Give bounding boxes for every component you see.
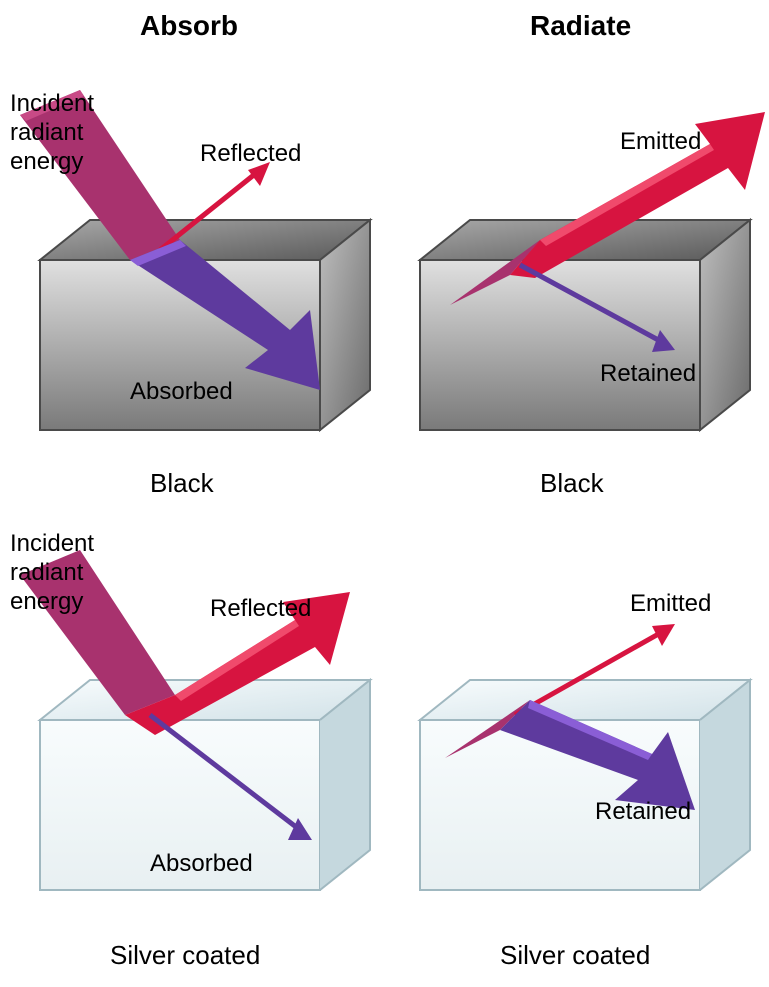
caption-silver-2: Silver coated (500, 940, 650, 971)
label-emitted-p2: Emitted (620, 128, 701, 157)
label-incident-p1: Incident radiant energy (10, 90, 94, 176)
label-absorbed-p1: Absorbed (130, 378, 233, 407)
panel-silver-radiate (400, 520, 769, 920)
caption-black-1: Black (150, 468, 214, 499)
caption-silver-1: Silver coated (110, 940, 260, 971)
header-radiate: Radiate (530, 10, 631, 42)
label-incident-p3: Incident radiant energy (10, 530, 94, 616)
header-absorb: Absorb (140, 10, 238, 42)
panel-black-radiate (400, 60, 769, 460)
label-reflected-p1: Reflected (200, 140, 301, 169)
label-reflected-p3: Reflected (210, 595, 311, 624)
box-black (420, 220, 750, 430)
label-retained-p4: Retained (595, 798, 691, 827)
label-absorbed-p3: Absorbed (150, 850, 253, 879)
caption-black-2: Black (540, 468, 604, 499)
label-retained-p2: Retained (600, 360, 696, 389)
box-silver (420, 680, 750, 890)
label-emitted-p4: Emitted (630, 590, 711, 619)
